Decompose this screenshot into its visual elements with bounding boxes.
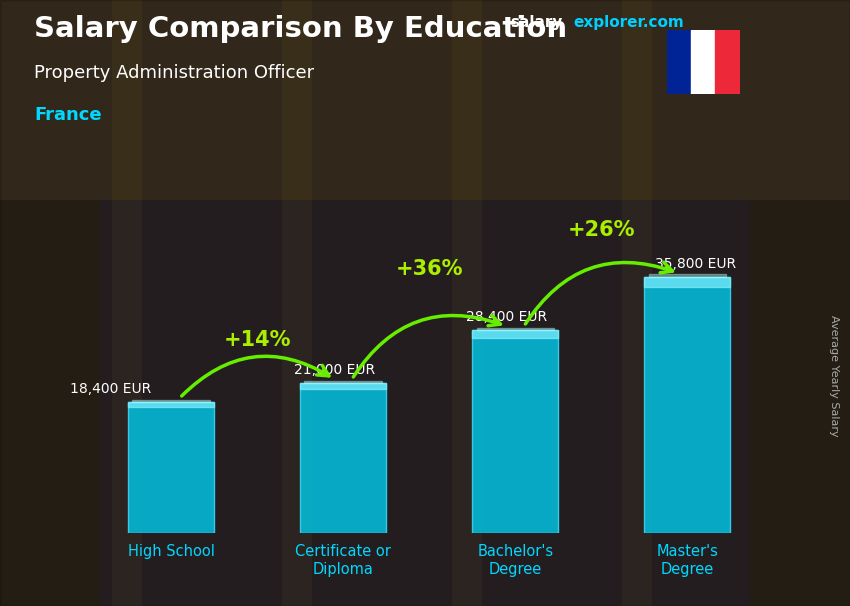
Bar [649,275,726,277]
Bar [300,383,386,389]
Text: +14%: +14% [224,330,291,350]
Bar [644,277,730,533]
Text: Property Administration Officer: Property Administration Officer [34,64,314,82]
Text: 28,400 EUR: 28,400 EUR [466,310,547,324]
Bar [477,328,554,330]
Bar [716,30,740,94]
Text: salary: salary [510,15,563,30]
Bar [128,402,214,533]
Text: Average Yearly Salary: Average Yearly Salary [829,315,839,436]
Text: +36%: +36% [395,259,463,279]
Bar [300,383,386,533]
Bar [667,30,691,94]
Text: +26%: +26% [568,221,635,241]
Text: France: France [34,106,102,124]
Bar [473,330,558,533]
Text: 35,800 EUR: 35,800 EUR [655,257,737,271]
Bar [691,30,716,94]
Text: Salary Comparison By Education: Salary Comparison By Education [34,15,567,43]
Text: 18,400 EUR: 18,400 EUR [71,382,151,396]
Text: explorer.com: explorer.com [573,15,683,30]
Text: 21,000 EUR: 21,000 EUR [294,363,375,377]
Bar [304,381,382,383]
Bar [128,402,214,407]
Bar [133,400,210,402]
Bar [644,277,730,287]
Bar [473,330,558,338]
